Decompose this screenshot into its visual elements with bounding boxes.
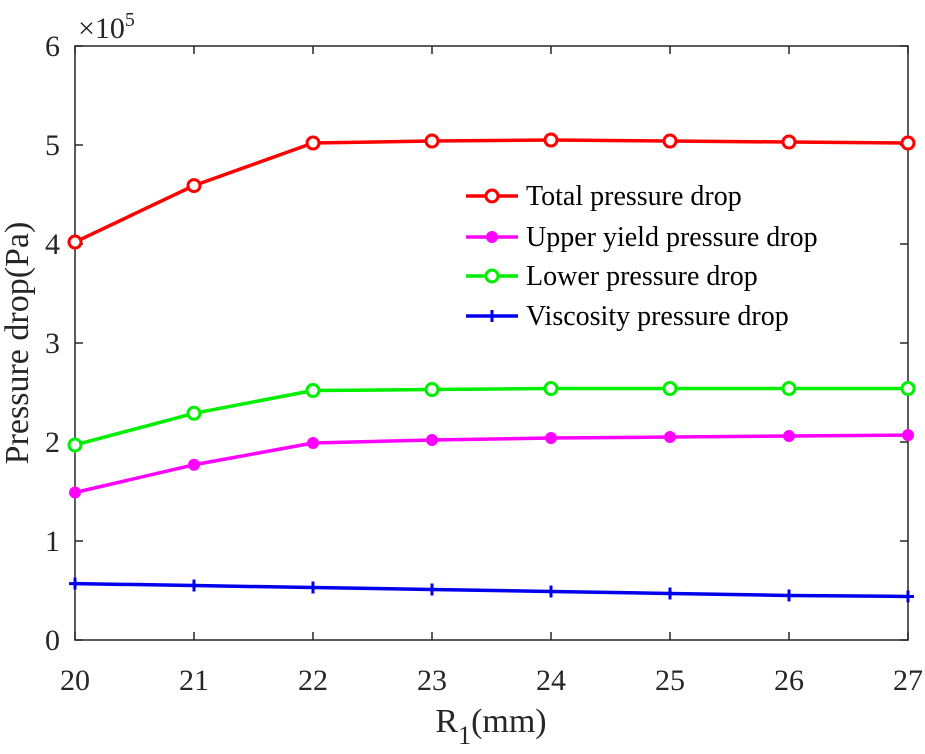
legend-box <box>458 172 878 344</box>
y-tick-label: 3 <box>45 327 60 360</box>
x-axis-label-main: R <box>435 703 458 740</box>
data-point <box>424 382 440 398</box>
legend-swatch-marker <box>486 231 498 243</box>
data-point <box>69 486 81 499</box>
series-4 <box>69 577 914 603</box>
x-tick-label: 20 <box>60 664 90 697</box>
y-tick-label: 6 <box>45 30 60 63</box>
legend-entry: Upper yield pressure drop <box>466 222 818 253</box>
x-axis-label: R1(mm) <box>435 703 546 750</box>
x-axis-label-unit: (mm) <box>471 703 547 740</box>
data-point <box>67 234 83 250</box>
legend-entry: Viscosity pressure drop <box>466 301 789 332</box>
y-tick-label: 5 <box>45 129 60 162</box>
data-point <box>664 431 676 444</box>
legend: Total pressure drop Upper yield pressure … <box>458 172 878 344</box>
legend-entry: Lower pressure drop <box>466 261 758 292</box>
data-point <box>307 581 319 594</box>
data-point <box>424 133 440 149</box>
series-line <box>74 433 909 495</box>
legend-label: Lower pressure drop <box>526 261 758 292</box>
series-2 <box>69 429 914 499</box>
y-multiplier-exponent: 5 <box>125 9 135 31</box>
x-tick-label: 27 <box>893 664 923 697</box>
data-point <box>662 381 678 397</box>
series-line <box>74 386 908 447</box>
legend-label: Upper yield pressure drop <box>526 222 818 253</box>
series-line <box>74 138 909 244</box>
y-multiplier: ×105 <box>78 9 135 45</box>
y-axis-label: Pressure drop(Pa) <box>0 222 36 465</box>
data-point <box>69 577 81 590</box>
legend-swatch-marker <box>484 188 500 204</box>
data-point <box>662 133 678 149</box>
data-point <box>902 590 914 603</box>
legend-label: Viscosity pressure drop <box>526 301 789 332</box>
data-point <box>543 132 559 148</box>
data-point <box>543 381 559 397</box>
data-point <box>664 587 676 600</box>
data-point <box>186 178 202 194</box>
x-tick-label: 26 <box>774 664 804 697</box>
data-point <box>305 135 321 151</box>
data-point <box>307 436 319 449</box>
data-point <box>781 134 797 150</box>
data-point <box>188 579 200 592</box>
y-tick-label: 2 <box>45 426 60 459</box>
data-point <box>305 383 321 399</box>
data-point <box>67 437 83 453</box>
data-point <box>900 135 916 151</box>
data-point <box>902 429 914 442</box>
legend-swatch-marker <box>486 310 498 322</box>
series-line <box>74 581 909 599</box>
y-tick-label: 0 <box>45 624 60 657</box>
x-tick-label: 25 <box>655 664 685 697</box>
x-tick-label: 24 <box>536 664 566 697</box>
data-point <box>545 585 557 598</box>
y-tick-label: 4 <box>45 228 60 261</box>
legend-entry: Total pressure drop <box>466 181 742 212</box>
x-tick-label: 22 <box>298 664 328 697</box>
y-tick-label: 1 <box>45 525 60 558</box>
data-point <box>781 381 797 397</box>
x-tick-label: 21 <box>179 664 209 697</box>
series-layer <box>67 132 916 603</box>
x-axis-label-sub: 1 <box>458 721 471 750</box>
series-1 <box>67 132 916 250</box>
series-3 <box>67 381 916 453</box>
data-point <box>783 430 795 443</box>
data-point <box>545 432 557 445</box>
legend-label: Total pressure drop <box>526 181 742 212</box>
data-point <box>900 381 916 397</box>
data-point <box>188 458 200 471</box>
legend-swatch-marker <box>484 268 500 284</box>
data-point <box>426 434 438 447</box>
data-point <box>186 405 202 421</box>
data-point <box>783 589 795 602</box>
data-point <box>426 583 438 596</box>
x-tick-label: 23 <box>417 664 447 697</box>
